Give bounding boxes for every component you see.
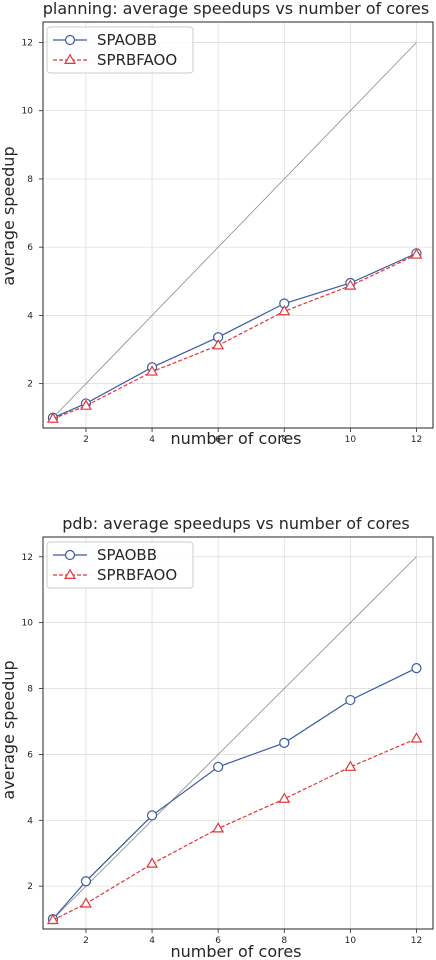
data-point-spaobb (146, 810, 158, 821)
x-tick-label: 10 (345, 435, 357, 445)
data-point-sprbfaoo (79, 897, 92, 908)
chart-pdb: pdb: average speedups vs number of cores… (0, 514, 434, 960)
plot-frame (42, 21, 434, 429)
data-point-sprbfaoo (278, 304, 291, 316)
data-point-sprbfaoo (410, 732, 423, 743)
ideal-speedup-line (52, 556, 417, 920)
data-point-spaobb (279, 737, 290, 748)
x-tick-label: 2 (83, 936, 89, 946)
tick-layer: 2 4 6 8 10 12 2 4 6 8 10 12 (22, 38, 423, 445)
series-line-spaobb (52, 252, 417, 419)
series-layer (46, 248, 423, 423)
x-tick-label: 12 (411, 435, 422, 445)
y-tick-label: 6 (27, 243, 33, 253)
x-axis-label: number of cores (170, 942, 301, 960)
series-line-sprbfaoo (52, 254, 417, 420)
data-point-spaobb (345, 694, 356, 706)
y-tick-label: 10 (22, 107, 34, 117)
y-axis-label: average speedup (0, 146, 18, 285)
y-tick-label: 2 (27, 882, 33, 892)
legend-marker-spaobb (64, 549, 76, 561)
data-point-sprbfaoo (79, 399, 92, 410)
legend-label-sprbfaoo: SPRBFAOO (97, 566, 177, 584)
y-tick-label: 4 (27, 816, 33, 826)
chart-title: planning: average speedups vs number of … (43, 0, 429, 18)
x-tick-label: 4 (149, 936, 155, 946)
legend-marker-spaobb (64, 34, 76, 46)
x-tick-label: 4 (149, 435, 155, 445)
data-point-sprbfaoo (146, 365, 159, 376)
y-axis-label: average speedup (0, 660, 18, 799)
data-point-sprbfaoo (46, 412, 59, 423)
data-point-spaobb (411, 663, 422, 674)
legend-box (46, 541, 194, 589)
legend-box (46, 26, 194, 74)
tick-layer: 2 4 6 8 10 12 2 4 6 8 10 12 (22, 553, 423, 946)
data-point-sprbfaoo (46, 913, 59, 925)
y-tick-label: 6 (27, 750, 33, 760)
y-tick-label: 12 (22, 553, 33, 563)
y-tick-label: 10 (22, 619, 34, 629)
x-tick-label: 2 (83, 435, 89, 445)
series-line-spaobb (52, 667, 417, 920)
data-point-sprbfaoo (212, 822, 225, 833)
data-point-sprbfaoo (278, 792, 291, 803)
x-tick-label: 10 (345, 936, 357, 946)
grid-layer (43, 537, 433, 929)
ideal-line-layer (52, 42, 417, 419)
legend: SPAOBB SPRBFAOO (46, 26, 194, 74)
data-point-sprbfaoo (146, 857, 159, 868)
legend: SPAOBB SPRBFAOO (46, 541, 194, 589)
plot-frame (42, 536, 434, 930)
ideal-line-layer (52, 556, 417, 920)
x-tick-label: 6 (215, 936, 221, 946)
series-layer (46, 663, 423, 925)
legend-label-sprbfaoo: SPRBFAOO (97, 51, 177, 69)
data-point-sprbfaoo (410, 248, 423, 259)
legend-marker-sprbfaoo (64, 53, 76, 64)
ideal-speedup-line (52, 42, 417, 419)
legend-label-spaobb: SPAOBB (97, 31, 157, 49)
legend-marker-sprbfaoo (64, 568, 76, 579)
data-point-spaobb (80, 876, 92, 887)
y-tick-label: 4 (27, 311, 33, 321)
x-tick-label: 8 (281, 435, 287, 445)
data-point-sprbfaoo (344, 760, 357, 771)
x-axis-label: number of cores (170, 429, 301, 448)
y-tick-label: 2 (27, 380, 33, 390)
data-point-sprbfaoo (212, 339, 225, 350)
data-point-spaobb (213, 761, 224, 773)
x-tick-label: 8 (281, 936, 287, 946)
y-tick-label: 8 (27, 175, 33, 185)
legend-label-spaobb: SPAOBB (97, 546, 157, 564)
y-tick-label: 8 (27, 685, 33, 695)
chart-title: pdb: average speedups vs number of cores (62, 514, 410, 533)
series-line-sprbfaoo (52, 738, 417, 921)
chart-planning: planning: average speedups vs number of … (0, 0, 434, 448)
x-tick-label: 12 (411, 936, 422, 946)
y-tick-label: 12 (22, 38, 33, 48)
x-tick-label: 6 (215, 435, 221, 445)
data-point-sprbfaoo (344, 279, 357, 290)
